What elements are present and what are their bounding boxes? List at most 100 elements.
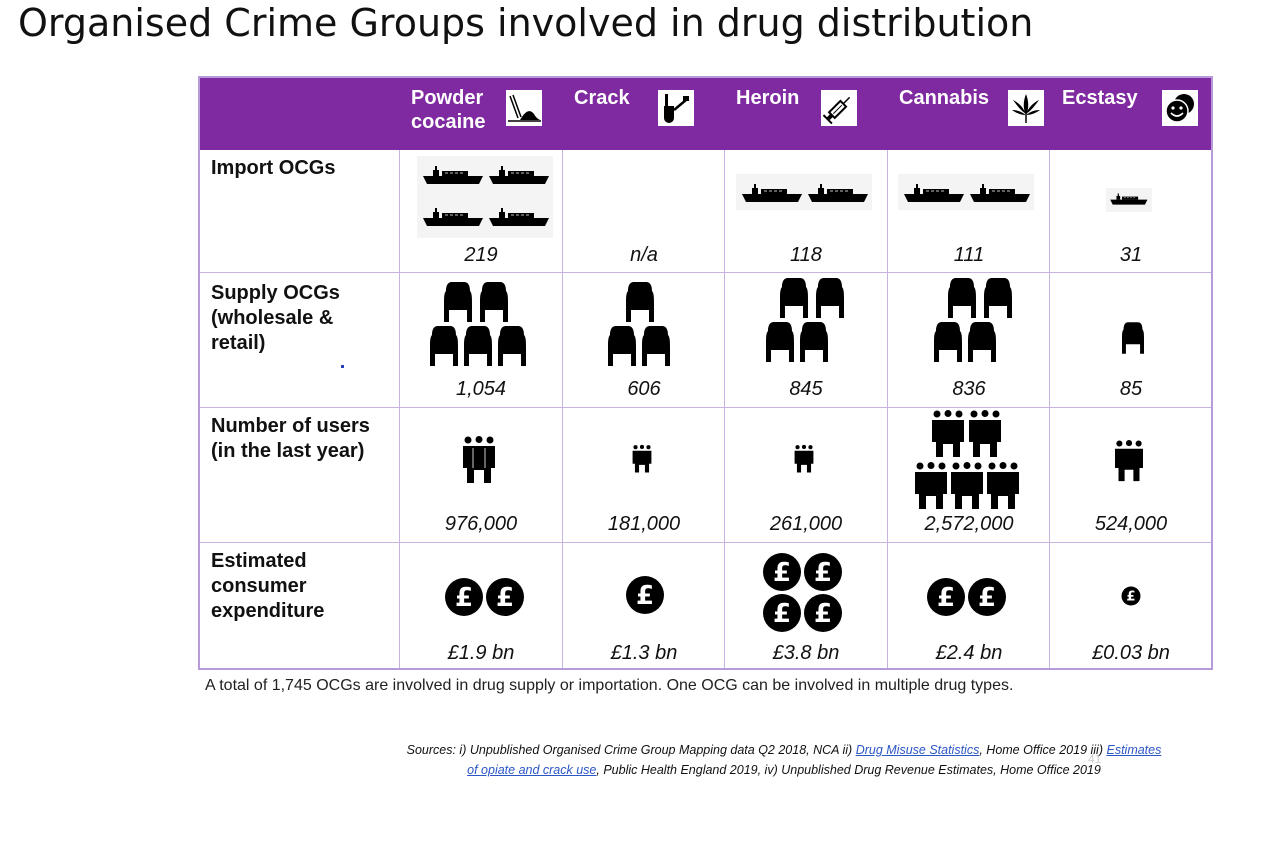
pound-coin-icon: £ <box>445 578 483 616</box>
svg-text:£: £ <box>496 583 514 613</box>
header-heroin: Heroin <box>736 86 799 110</box>
row-label-line: (wholesale & <box>211 307 334 329</box>
svg-text:£: £ <box>978 583 996 613</box>
crack-pipe-icon <box>658 90 694 126</box>
supply-value-cannabis: 836 <box>952 378 986 400</box>
hooded-figure-icon <box>984 278 1012 318</box>
pound-coin-icon: £ <box>763 553 801 591</box>
hooded-figure-icon <box>626 282 654 322</box>
svg-text:£: £ <box>814 599 832 629</box>
hooded-figure-icon <box>498 326 526 366</box>
svg-text:£: £ <box>1126 590 1135 605</box>
drug-name-line1: Cannabis <box>899 87 990 109</box>
expenditure-icons-ecstasy: £ <box>1121 586 1141 611</box>
page-number: 41 <box>1088 752 1102 766</box>
import-icons-heroin <box>736 174 872 215</box>
import-value-ecstasy: 31 <box>1119 244 1143 266</box>
ship-icon <box>904 184 964 202</box>
column-divider <box>399 150 400 668</box>
ship-icon <box>1110 193 1148 205</box>
supply-value-ecstasy: 85 <box>1119 378 1143 400</box>
hooded-figure-icon <box>934 322 962 362</box>
row-label-line: Estimated <box>211 550 307 572</box>
users-value-crack: 181,000 <box>607 513 681 535</box>
users-value-ecstasy: 524,000 <box>1094 513 1168 535</box>
row-divider <box>200 407 1211 408</box>
hooded-figure-icon <box>642 326 670 366</box>
expenditure-icons-cannabis: £ £ <box>926 576 1008 623</box>
pound-coin-icon: £ <box>804 553 842 591</box>
hooded-figure-icon <box>608 326 636 366</box>
users-value-cannabis: 2,572,000 <box>924 513 1014 535</box>
drug-ocg-table: Powder cocaine Crack Heroin <box>198 76 1213 670</box>
hooded-figure-icon <box>816 278 844 318</box>
row-label-line: expenditure <box>211 600 325 622</box>
ship-icon <box>742 184 802 202</box>
drug-name-line1: Crack <box>574 87 630 109</box>
hooded-figure-icon <box>780 278 808 318</box>
svg-text:£: £ <box>636 581 654 611</box>
import-value-crack: n/a <box>630 244 658 266</box>
pound-coin-icon: £ <box>486 578 524 616</box>
people-group-icon <box>1115 440 1143 482</box>
users-icons-crack <box>632 444 652 479</box>
column-divider <box>724 150 725 668</box>
page-title: Organised Crime Groups involved in drug … <box>18 1 1034 45</box>
row-label-import: Import OCGs <box>211 156 335 181</box>
people-group-icon <box>932 410 964 457</box>
cannabis-leaf-icon <box>1008 90 1044 126</box>
sources-note: Sources: i) Unpublished Organised Crime … <box>404 740 1164 780</box>
supply-icons-powder-cocaine <box>430 282 530 377</box>
sources-text: Sources: i) Unpublished Organised Crime … <box>406 743 856 757</box>
ship-icon <box>423 166 483 184</box>
table-header-row: Powder cocaine Crack Heroin <box>200 78 1211 150</box>
people-group-icon <box>969 410 1001 457</box>
hooded-figure-icon <box>464 326 492 366</box>
pound-coin-icon: £ <box>968 578 1006 616</box>
people-group-icon <box>915 462 947 509</box>
sources-text: , Home Office 2019 iii) <box>979 743 1107 757</box>
sources-text: , Public Health England 2019, iv) Unpubl… <box>596 763 1101 777</box>
expenditure-value-powder-cocaine: £1.9 bn <box>447 642 515 664</box>
supply-value-powder-cocaine: 1,054 <box>455 378 507 400</box>
svg-text:£: £ <box>773 558 791 588</box>
expenditure-value-cannabis: £2.4 bn <box>935 642 1003 664</box>
row-label-line: retail) <box>211 332 266 354</box>
svg-text:£: £ <box>937 583 955 613</box>
people-group-icon <box>463 436 495 483</box>
hooded-figure-icon <box>444 282 472 322</box>
hooded-figure-icon <box>948 278 976 318</box>
drug-name-line1: Ecstasy <box>1062 87 1138 109</box>
footnote: A total of 1,745 OCGs are involved in dr… <box>205 677 1014 694</box>
hooded-figure-icon <box>800 322 828 362</box>
import-icons-ecstasy <box>1106 188 1152 217</box>
header-ecstasy: Ecstasy <box>1062 86 1138 110</box>
column-divider <box>1049 150 1050 668</box>
opiate-crack-estimates-link[interactable]: Estimates of opiate and crack use <box>467 743 1162 777</box>
row-label-line: consumer <box>211 575 307 597</box>
pills-icon <box>1162 90 1198 126</box>
pound-coin-icon: £ <box>1121 586 1141 606</box>
supply-icons-crack <box>608 282 674 377</box>
pound-coin-icon: £ <box>804 594 842 632</box>
syringe-icon <box>821 90 857 126</box>
expenditure-value-crack: £1.3 bn <box>610 642 678 664</box>
ship-icon <box>423 208 483 226</box>
header-cannabis: Cannabis <box>899 86 989 110</box>
users-icons-heroin <box>794 444 814 479</box>
people-group-icon <box>987 462 1019 509</box>
stray-dot <box>341 365 344 368</box>
hooded-figure-icon <box>968 322 996 362</box>
row-label-supply: Supply OCGs (wholesale & retail) <box>211 281 340 356</box>
row-label-expenditure: Estimated consumer expenditure <box>211 549 324 624</box>
people-group-icon <box>632 444 652 473</box>
people-group-icon <box>951 462 983 509</box>
expenditure-icons-powder-cocaine: £ £ <box>444 576 526 623</box>
drug-misuse-statistics-link[interactable]: Drug Misuse Statistics <box>855 743 980 757</box>
hooded-figure-icon <box>766 322 794 362</box>
import-icons-powder-cocaine <box>417 156 553 243</box>
supply-icons-ecstasy <box>1122 322 1144 359</box>
supply-value-heroin: 845 <box>789 378 823 400</box>
row-divider <box>200 272 1211 273</box>
expenditure-value-ecstasy: £0.03 bn <box>1092 642 1170 664</box>
